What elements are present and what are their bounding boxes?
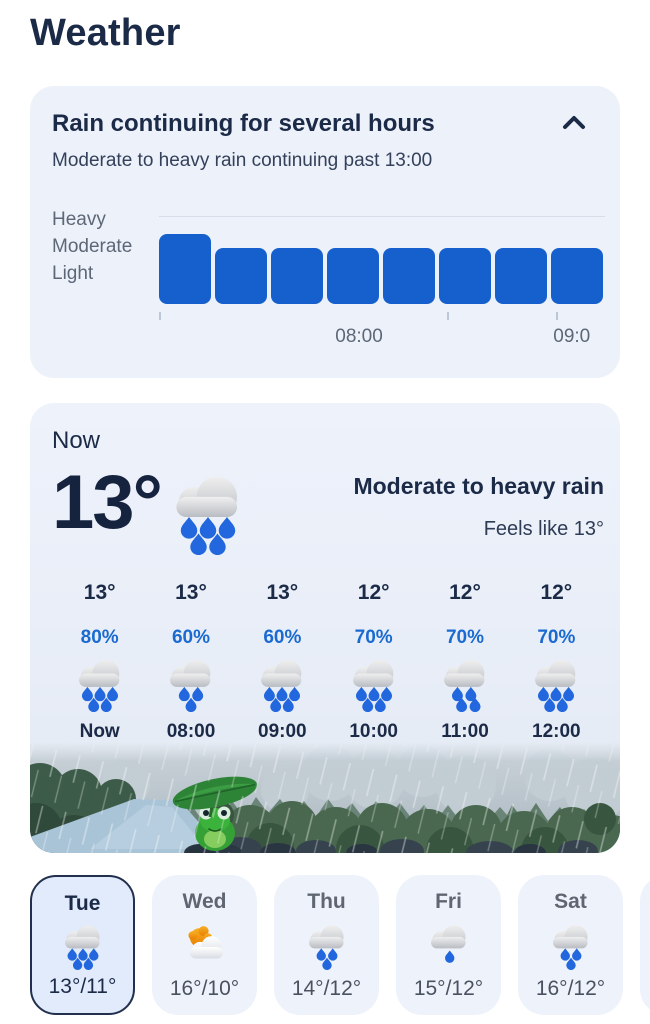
rain-intensity-chart: Heavy Moderate Light 08:00 09:0 xyxy=(52,209,606,348)
hourly-item[interactable]: 13° 60% 09:00 xyxy=(237,581,328,743)
current-conditions-card: Now 13° Moderate to heavy rain Feels lik… xyxy=(30,403,620,853)
day-card-sat[interactable]: Sat 16°/12° xyxy=(518,875,623,1015)
moderate-rain-icon xyxy=(304,921,350,970)
daily-forecast-row: Tue 13°/11° Wed 16°/10° Thu 14°/12° Fri … xyxy=(30,875,650,1015)
hour-temp: 13° xyxy=(175,581,207,604)
chevron-up-icon xyxy=(563,115,585,129)
heavy-rain-icon xyxy=(347,655,401,712)
hour-time: 12:00 xyxy=(532,721,581,742)
hourly-forecast: 13° 80% Now 13° 60% 08:00 13° 60% 09:00 … xyxy=(52,581,604,743)
y-label-moderate: Moderate xyxy=(52,236,133,257)
hourly-item[interactable]: 12° 70% 11:00 xyxy=(419,581,510,743)
rain-intensity-bar xyxy=(215,248,268,304)
hourly-item[interactable]: 12° 70% 10:00 xyxy=(328,581,419,743)
x-axis-label: 09:0 xyxy=(553,326,591,347)
day-card-thu[interactable]: Thu 14°/12° xyxy=(274,875,379,1015)
alert-title: Rain continuing for several hours xyxy=(52,110,435,137)
collapse-button[interactable] xyxy=(558,111,590,138)
feels-like: Feels like 13° xyxy=(483,518,604,540)
x-axis-tick xyxy=(447,312,450,320)
app-header: Weather xyxy=(0,0,650,86)
hour-precip: 80% xyxy=(80,627,119,648)
day-name: Fri xyxy=(435,890,462,913)
heavy-rain-icon xyxy=(60,921,106,970)
now-label: Now xyxy=(52,427,101,454)
chart-gridline xyxy=(159,216,606,217)
x-axis-tick xyxy=(556,312,559,320)
hour-temp: 12° xyxy=(540,581,573,604)
hour-temp: 12° xyxy=(357,581,390,604)
rain-intensity-bar xyxy=(383,248,436,304)
moderate-rain-icon xyxy=(164,655,218,712)
day-card-partial[interactable] xyxy=(640,875,650,1015)
rain-intensity-bar xyxy=(159,234,212,304)
rain-intensity-bar xyxy=(271,248,324,304)
hour-time: 11:00 xyxy=(441,721,489,742)
rain-intensity-bar xyxy=(551,248,604,304)
day-card-fri[interactable]: Fri 15°/12° xyxy=(396,875,501,1015)
rain-intensity-bar xyxy=(495,248,548,304)
hour-time: 08:00 xyxy=(166,721,216,742)
hour-time: 09:00 xyxy=(258,721,307,742)
hourly-item[interactable]: 13° 80% Now xyxy=(54,581,145,743)
rain-alert-card: Rain continuing for several hours Modera… xyxy=(30,86,620,378)
alert-subtitle: Moderate to heavy rain continuing past 1… xyxy=(52,150,433,171)
hour-precip: 70% xyxy=(445,627,484,648)
day-temps: 14°/12° xyxy=(291,977,362,1000)
day-temps: 15°/12° xyxy=(413,977,484,1000)
day-temps: 13°/11° xyxy=(48,975,117,998)
chart-bars xyxy=(159,216,609,304)
x-axis-label: 08:00 xyxy=(335,326,383,347)
heavy-rain-icon xyxy=(529,655,583,712)
y-label-light: Light xyxy=(52,263,94,284)
hourly-item[interactable]: 12° 70% 12:00 xyxy=(511,581,602,743)
day-name: Sat xyxy=(554,890,587,913)
rain-intensity-bar xyxy=(327,248,380,304)
x-axis-tick xyxy=(159,312,162,320)
current-temperature: 13° xyxy=(52,460,163,545)
heavy-rain-icon xyxy=(167,469,249,555)
alert-header[interactable]: Rain continuing for several hours xyxy=(52,110,598,138)
hour-time: 10:00 xyxy=(349,721,398,742)
hour-temp: 12° xyxy=(449,581,481,604)
day-name: Thu xyxy=(307,890,346,913)
rainy-scene-illustration xyxy=(30,741,620,853)
rain-intensity-bar xyxy=(439,248,492,304)
overflow-menu-button[interactable] xyxy=(600,24,612,32)
hour-time: Now xyxy=(79,721,120,742)
day-temps: 16°/12° xyxy=(535,977,606,1000)
moderate-rain-icon xyxy=(548,921,594,970)
hour-temp: 13° xyxy=(83,581,116,604)
rain-icon xyxy=(438,655,492,712)
day-card-wed[interactable]: Wed 16°/10° xyxy=(152,875,257,1015)
hour-precip: 60% xyxy=(171,627,210,648)
hourly-item[interactable]: 13° 60% 08:00 xyxy=(145,581,236,743)
hour-precip: 70% xyxy=(354,627,393,648)
day-name: Wed xyxy=(182,890,227,913)
heavy-rain-icon xyxy=(73,655,127,712)
y-label-heavy: Heavy xyxy=(52,209,106,230)
hour-precip: 70% xyxy=(537,627,576,648)
current-condition: Moderate to heavy rain xyxy=(353,473,604,499)
day-temps: 16°/10° xyxy=(169,977,240,1000)
light-rain-icon xyxy=(426,921,472,970)
page-title: Weather xyxy=(30,12,181,54)
day-name: Tue xyxy=(64,892,101,915)
chart-plot-area: 08:00 09:0 xyxy=(159,216,606,348)
chart-y-axis-labels: Heavy Moderate Light xyxy=(52,206,159,348)
partly-sunny-icon xyxy=(187,926,223,959)
day-card-tue[interactable]: Tue 13°/11° xyxy=(30,875,135,1015)
hour-precip: 60% xyxy=(263,627,302,648)
hour-temp: 13° xyxy=(266,581,299,604)
heavy-rain-icon xyxy=(255,655,309,712)
